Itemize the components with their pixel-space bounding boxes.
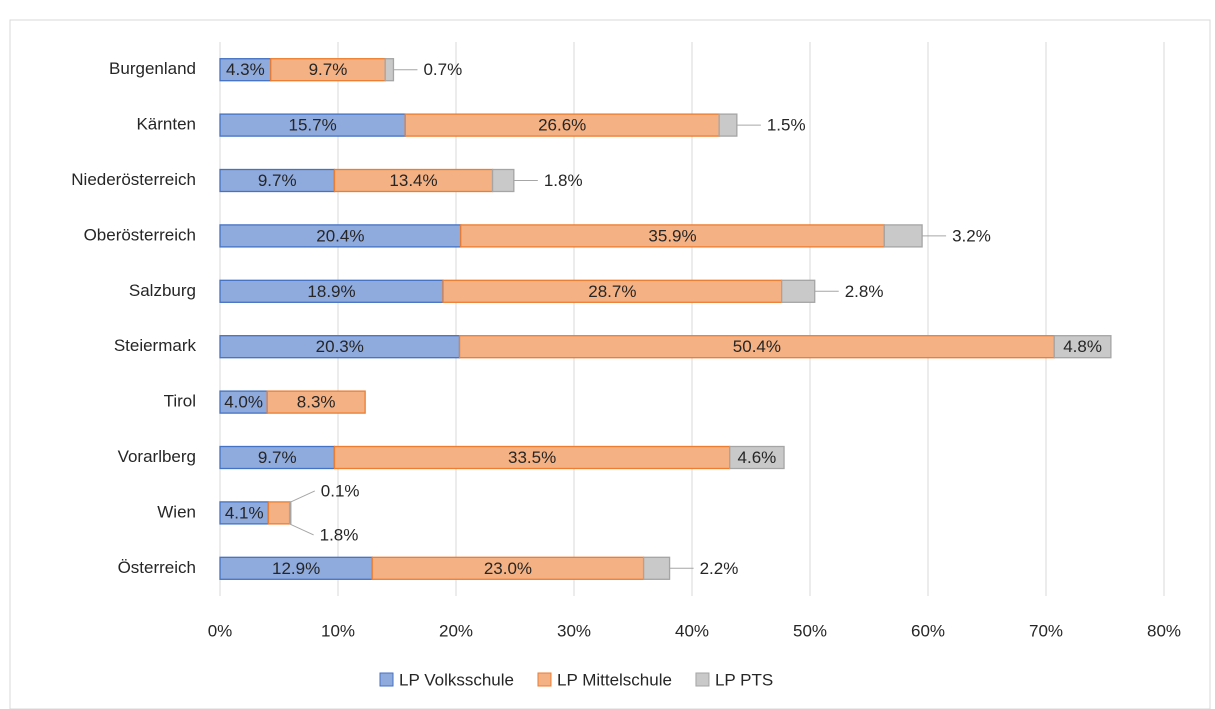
- data-label: 15.7%: [289, 116, 337, 135]
- bar-segment: [267, 501, 291, 525]
- data-label: 1.8%: [320, 525, 359, 544]
- chart-border: [9, 19, 1211, 709]
- x-tick-label: 50%: [793, 621, 827, 640]
- x-tick-label: 60%: [911, 621, 945, 640]
- bar-segment: [384, 58, 395, 82]
- y-tick-label: Steiermark: [114, 336, 197, 355]
- x-tick-label: 20%: [439, 621, 473, 640]
- y-tick-label: Kärnten: [136, 115, 196, 134]
- data-label: 0.1%: [321, 481, 360, 500]
- data-label: 4.8%: [1063, 337, 1102, 356]
- data-label: 1.5%: [767, 116, 806, 135]
- data-label: 12.9%: [272, 559, 320, 578]
- x-tick-label: 30%: [557, 621, 591, 640]
- y-tick-label: Niederösterreich: [71, 170, 196, 189]
- legend-swatch: [379, 672, 394, 687]
- data-label: 2.8%: [845, 282, 884, 301]
- data-label: 9.7%: [309, 60, 348, 79]
- data-label: 1.8%: [544, 171, 583, 190]
- data-label: 4.0%: [224, 393, 263, 412]
- bar-segment: [781, 279, 816, 303]
- bar-segment: [642, 556, 671, 580]
- legend-label: LP PTS: [715, 670, 773, 689]
- y-tick-label: Wien: [157, 502, 196, 521]
- leader-line: [290, 490, 316, 503]
- x-tick-label: 80%: [1147, 621, 1181, 640]
- bar-segment: [1053, 335, 1112, 359]
- bar-segment: [729, 445, 785, 470]
- y-tick-label: Österreich: [118, 558, 196, 577]
- y-tick-label: Burgenland: [109, 59, 196, 78]
- bar-segment: [718, 113, 738, 137]
- data-label: 0.7%: [423, 60, 462, 79]
- data-label: 18.9%: [307, 282, 355, 301]
- data-label: 20.4%: [316, 226, 364, 245]
- data-label: 35.9%: [648, 226, 696, 245]
- bar-segment: [883, 224, 923, 248]
- data-label: 50.4%: [733, 337, 781, 356]
- y-tick-label: Tirol: [164, 392, 196, 411]
- bar-segment: [266, 390, 366, 414]
- bar-segment: [288, 501, 292, 525]
- y-tick-label: Oberösterreich: [84, 225, 196, 244]
- legend-swatch: [537, 672, 552, 687]
- data-label: 20.3%: [316, 337, 364, 356]
- data-label: 2.2%: [700, 559, 739, 578]
- data-label: 4.3%: [226, 60, 265, 79]
- data-label: 23.0%: [484, 559, 532, 578]
- x-tick-label: 10%: [321, 621, 355, 640]
- data-label: 4.6%: [738, 448, 777, 467]
- data-label: 3.2%: [952, 226, 991, 245]
- x-tick-label: 0%: [208, 621, 233, 640]
- data-label: 26.6%: [538, 116, 586, 135]
- data-label: 8.3%: [297, 393, 336, 412]
- legend-label: LP Volksschule: [399, 670, 514, 689]
- legend-label: LP Mittelschule: [557, 670, 672, 689]
- data-label: 13.4%: [389, 171, 437, 190]
- data-label: 28.7%: [588, 282, 636, 301]
- y-tick-label: Vorarlberg: [118, 447, 196, 466]
- data-label: 4.1%: [225, 503, 264, 522]
- data-label: 9.7%: [258, 448, 297, 467]
- y-tick-label: Salzburg: [129, 281, 196, 300]
- data-label: 9.7%: [258, 171, 297, 190]
- legend-swatch: [695, 672, 710, 687]
- bar-segment: [491, 168, 515, 193]
- x-tick-label: 70%: [1029, 621, 1063, 640]
- leader-line: [289, 523, 314, 536]
- data-label: 33.5%: [508, 448, 556, 467]
- x-tick-label: 40%: [675, 621, 709, 640]
